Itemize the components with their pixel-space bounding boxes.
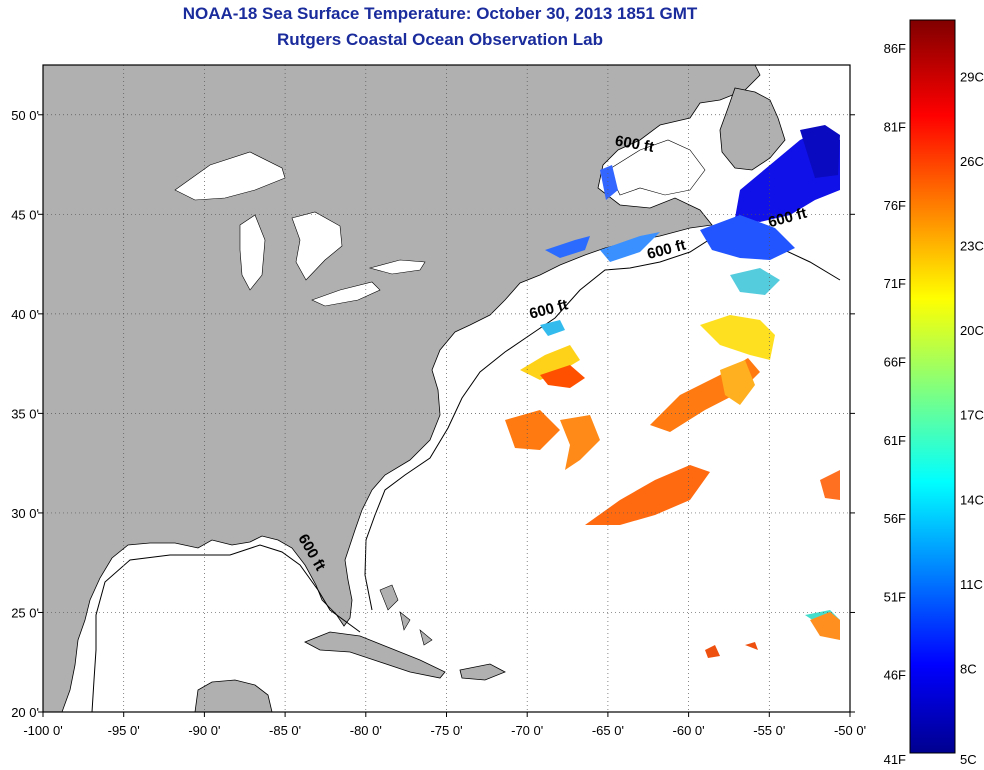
colorbar-c-label: 23C	[960, 239, 984, 254]
colorbar-c-label: 20C	[960, 323, 984, 338]
lat-tick-label: 50 0'	[11, 108, 39, 123]
colorbar-c-label: 29C	[960, 69, 984, 84]
colorbar-labels: 41F 46F 51F 56F 61F 66F 71F 76F 81F 86F 5C 8C 11C 14C…	[884, 41, 984, 767]
lon-tick-label: -90 0'	[188, 723, 220, 738]
bahamas-land	[379, 584, 433, 646]
lon-tick-label: -95 0'	[108, 723, 140, 738]
colorbar-c-label: 5C	[960, 752, 977, 767]
lat-tick-label: 40 0'	[11, 307, 39, 322]
axis-labels: -100 0' -95 0' -90 0' -85 0' -80 0' -75 0' -70…	[11, 108, 866, 738]
colorbar-c-label: 17C	[960, 408, 984, 423]
gulf-of-st-lawrence	[607, 139, 706, 196]
sst-data	[505, 125, 840, 658]
lon-tick-label: -70 0'	[511, 723, 543, 738]
lat-tick-label: 20 0'	[11, 705, 39, 720]
lon-tick-label: -55 0'	[753, 723, 785, 738]
colorbar-c-label: 8C	[960, 661, 977, 676]
lon-tick-label: -50 0'	[834, 723, 866, 738]
sst-warm-patches	[505, 315, 840, 658]
colorbar: 41F 46F 51F 56F 61F 66F 71F 76F 81F 86F 5C 8C 11C 14C…	[884, 19, 984, 767]
colorbar-f-label: 81F	[884, 120, 906, 135]
lon-tick-label: -65 0'	[592, 723, 624, 738]
hispaniola-land	[459, 663, 506, 681]
axis-ticks	[38, 114, 855, 717]
great-lakes	[174, 151, 426, 307]
colorbar-gradient	[909, 19, 956, 754]
colorbar-f-label: 86F	[884, 41, 906, 56]
colorbar-f-label: 76F	[884, 198, 906, 213]
map-grid	[43, 65, 850, 712]
yucatan-land	[194, 679, 273, 712]
sst-cold-patches	[540, 125, 840, 625]
colorbar-f-label: 66F	[884, 354, 906, 369]
newfoundland-land	[719, 87, 786, 171]
lat-tick-label: 35 0'	[11, 406, 39, 421]
colorbar-f-label: 56F	[884, 511, 906, 526]
cuba-land	[304, 631, 446, 679]
lon-tick-label: -100 0'	[23, 723, 62, 738]
colorbar-c-label: 14C	[960, 492, 984, 507]
map-title: NOAA-18 Sea Surface Temperature: October…	[182, 4, 698, 23]
lon-tick-label: -75 0'	[430, 723, 462, 738]
colorbar-f-label: 46F	[884, 668, 906, 683]
lat-tick-label: 30 0'	[11, 506, 39, 521]
colorbar-c-label: 26C	[960, 154, 984, 169]
map-subtitle: Rutgers Coastal Ocean Observation Lab	[277, 30, 603, 49]
colorbar-c-label: 11C	[960, 577, 983, 592]
colorbar-f-label: 41F	[884, 752, 906, 767]
lat-tick-label: 25 0'	[11, 605, 39, 620]
lat-tick-label: 45 0'	[11, 207, 39, 222]
lon-tick-label: -85 0'	[269, 723, 301, 738]
colorbar-f-label: 51F	[884, 589, 906, 604]
lon-tick-label: -60 0'	[673, 723, 705, 738]
lon-tick-label: -80 0'	[350, 723, 382, 738]
contour-label: 600 ft	[614, 132, 656, 156]
colorbar-f-label: 71F	[884, 276, 906, 291]
colorbar-f-label: 61F	[884, 433, 906, 448]
